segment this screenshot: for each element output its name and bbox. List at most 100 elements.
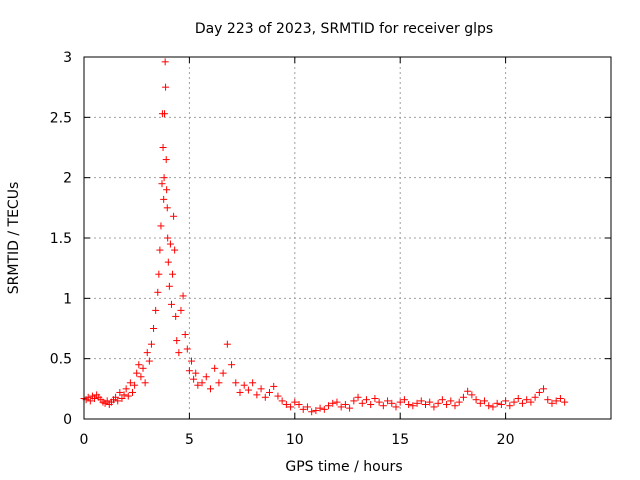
data-point <box>438 396 446 404</box>
data-point <box>131 381 139 389</box>
data-point <box>188 357 196 365</box>
data-point <box>118 394 126 402</box>
data-point <box>443 401 451 409</box>
data-point <box>278 397 286 405</box>
data-point <box>145 357 153 365</box>
data-point <box>400 396 408 404</box>
data-point <box>464 387 472 395</box>
data-point <box>266 388 274 396</box>
data-point <box>561 398 569 406</box>
y-tick-label: 2 <box>63 171 72 187</box>
data-point <box>183 345 191 353</box>
data-point <box>232 379 240 387</box>
data-point <box>392 403 400 411</box>
data-point <box>333 398 341 406</box>
data-point <box>261 393 269 401</box>
data-point <box>291 398 299 406</box>
data-point <box>282 401 290 409</box>
data-point <box>257 385 265 393</box>
data-point <box>179 292 187 300</box>
data-point <box>156 246 164 254</box>
x-tick-label: 20 <box>497 432 515 448</box>
data-point <box>468 391 476 399</box>
axis-ticks: 0 5 10 15 20 0 0.5 1 1.5 2 2.5 3 <box>50 50 611 448</box>
data-point <box>215 379 223 387</box>
data-point <box>358 399 366 407</box>
data-point <box>152 306 160 314</box>
data-point <box>556 394 564 402</box>
data-point <box>485 402 493 410</box>
data-point <box>472 396 480 404</box>
data-point <box>150 325 158 332</box>
data-point <box>287 403 295 411</box>
data-point <box>158 180 166 188</box>
y-tick-label: 3 <box>63 50 72 66</box>
x-tick-label: 10 <box>286 432 304 448</box>
data-point <box>375 398 383 406</box>
data-point <box>171 246 179 254</box>
data-point <box>206 385 214 393</box>
data-point <box>514 394 522 402</box>
data-point <box>434 399 442 407</box>
y-tick-label: 0 <box>63 412 72 428</box>
data-point <box>523 396 531 404</box>
data-point <box>430 403 438 411</box>
data-point <box>219 369 227 377</box>
data-point <box>476 399 484 407</box>
y-axis-label: SRMTID / TECUs <box>6 182 22 295</box>
data-point <box>362 396 370 404</box>
data-point <box>502 397 510 405</box>
data-point <box>135 361 143 369</box>
data-point <box>160 174 168 182</box>
data-point <box>167 300 175 308</box>
data-point <box>329 399 337 407</box>
data-point <box>346 404 354 412</box>
data-point <box>116 388 124 396</box>
data-point <box>164 234 172 242</box>
data-point <box>147 340 155 348</box>
data-point <box>531 393 539 401</box>
data-point <box>249 379 257 387</box>
data-point <box>190 375 198 383</box>
x-tick-label: 15 <box>391 432 409 448</box>
data-point <box>337 403 345 411</box>
data-point <box>128 388 136 396</box>
data-point <box>173 337 181 345</box>
data-point <box>162 83 170 91</box>
data-points <box>80 58 569 416</box>
data-point <box>548 399 556 407</box>
data-point <box>295 401 303 409</box>
data-point <box>396 398 404 406</box>
y-tick-label: 0.5 <box>50 352 72 368</box>
data-point <box>162 156 170 164</box>
data-point <box>316 404 324 412</box>
data-point <box>421 401 429 409</box>
data-point <box>163 204 171 212</box>
data-point <box>84 393 92 401</box>
data-point <box>155 270 163 278</box>
data-point <box>154 288 162 296</box>
data-point <box>236 388 244 396</box>
data-point <box>341 401 349 409</box>
data-point <box>455 398 463 406</box>
data-point <box>161 58 169 66</box>
data-point <box>510 398 518 406</box>
data-point <box>165 282 173 290</box>
data-point <box>143 349 151 357</box>
x-tick-label: 5 <box>185 432 194 448</box>
data-point <box>244 386 252 394</box>
data-point <box>413 399 421 407</box>
data-point <box>103 397 111 405</box>
data-point <box>194 381 202 389</box>
data-point <box>175 349 183 357</box>
data-point <box>91 394 99 402</box>
data-point <box>506 402 514 410</box>
chart-title: Day 223 of 2023, SRMTID for receiver glp… <box>195 21 493 37</box>
data-point <box>367 401 375 409</box>
data-point <box>481 397 489 405</box>
data-point <box>308 408 316 416</box>
data-point <box>325 402 333 410</box>
data-point <box>459 393 467 401</box>
data-point <box>379 402 387 410</box>
data-point <box>552 397 560 405</box>
